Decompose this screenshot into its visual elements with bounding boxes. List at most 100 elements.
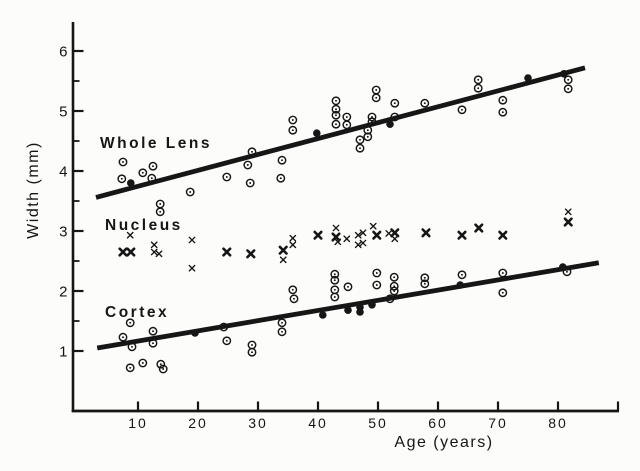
cortex-point-dot — [152, 342, 154, 345]
cortex-point — [319, 311, 327, 319]
whole-lens-point-dot — [366, 135, 369, 138]
whole-lens-point-dot — [423, 102, 426, 105]
x-tick-label: 70 — [488, 415, 508, 431]
whole-lens-point-dot — [359, 138, 361, 141]
whole-lens-point — [342, 120, 352, 130]
whole-lens-point-dot — [393, 102, 396, 105]
cortex-point-dot — [281, 321, 283, 324]
cortex-point-dot — [129, 366, 132, 369]
cortex-point — [372, 280, 382, 290]
x-tick-label: 20 — [188, 415, 208, 431]
nucleus-point — [359, 239, 367, 247]
whole-lens-point-dot — [189, 191, 192, 193]
cortex-point-dot — [122, 336, 124, 339]
cortex-point — [368, 301, 376, 309]
cortex-point — [330, 292, 340, 302]
nucleus-point — [150, 241, 158, 249]
whole-lens-point — [117, 174, 127, 184]
whole-lens-point — [147, 173, 157, 183]
cortex-point — [222, 336, 232, 346]
whole-lens-point-dot — [477, 78, 480, 81]
cortex-point-dot — [159, 363, 162, 366]
whole-lens-point-dot — [501, 111, 504, 114]
whole-lens-point-dot — [359, 147, 361, 150]
cortex-point-dot — [162, 368, 165, 370]
whole-lens-point-dot — [335, 123, 337, 126]
cortex-point-dot — [375, 284, 378, 286]
whole-lens-point-dot — [120, 177, 123, 180]
whole-lens-point — [148, 161, 158, 171]
cortex-point-dot — [393, 290, 396, 292]
whole-lens-point — [457, 105, 467, 115]
cortex-point — [420, 279, 430, 289]
nucleus-point — [126, 231, 134, 239]
cortex-point-dot — [251, 351, 253, 354]
cortex-point — [343, 282, 353, 292]
cortex-point-dot — [141, 362, 144, 364]
whole-lens-point-dot — [375, 96, 378, 99]
whole-lens-point-dot — [279, 177, 282, 180]
y-tick-label: 3 — [59, 224, 69, 241]
whole-lens-point — [563, 84, 573, 94]
whole-lens-point-dot — [249, 182, 252, 184]
whole-lens-point — [243, 160, 253, 170]
whole-lens-point-dot — [246, 164, 249, 166]
nucleus-point — [246, 249, 256, 259]
whole-lens-point-dot — [335, 108, 337, 111]
cortex-point — [389, 286, 399, 296]
cortex-point-dot — [291, 288, 294, 291]
cortex-point-dot — [423, 282, 426, 285]
cortex-point-dot — [333, 279, 336, 282]
cortex-point — [420, 273, 430, 283]
whole-lens-point-dot — [225, 176, 228, 178]
whole-lens-point-dot — [567, 78, 570, 81]
whole-lens-point — [355, 143, 365, 153]
cortex-point-dot — [389, 297, 391, 300]
nucleus-point — [457, 230, 467, 240]
cortex-point — [385, 294, 395, 304]
whole-lens-point — [277, 155, 287, 165]
whole-lens-point — [473, 83, 483, 93]
cortex-point — [148, 338, 158, 348]
nucleus-point — [188, 264, 196, 272]
nucleus-point — [126, 247, 136, 257]
cortex-point — [562, 267, 572, 277]
y-tick-label: 1 — [59, 344, 69, 361]
cortex-point — [219, 322, 229, 332]
nucleus-point — [278, 245, 288, 255]
cortex-point — [127, 342, 137, 352]
x-tick-label: 80 — [548, 415, 568, 431]
whole-lens-point-dot — [393, 116, 396, 118]
cortex-point — [125, 363, 135, 373]
cortex-point-dot — [222, 326, 225, 328]
whole-lens-point — [367, 117, 377, 127]
series-label-nucleus: Nucleus — [105, 217, 183, 234]
whole-lens-point-dot — [291, 119, 294, 121]
whole-lens-point — [524, 74, 532, 82]
nucleus-point — [118, 247, 128, 257]
nucleus-point — [222, 247, 232, 257]
cortex-point — [498, 288, 508, 298]
cortex-point-dot — [566, 270, 568, 273]
y-tick-label: 6 — [59, 44, 69, 61]
whole-lens-point-dot — [152, 165, 154, 168]
cortex-point — [344, 306, 352, 315]
whole-lens-point — [313, 129, 321, 137]
nucleus-point — [155, 250, 163, 258]
whole-lens-point — [276, 173, 286, 183]
cortex-point-dot — [393, 276, 396, 279]
whole-lens-point-dot — [159, 203, 162, 205]
whole-lens-point — [288, 125, 298, 135]
x-tick-label: 10 — [128, 415, 148, 431]
cortex-point — [356, 308, 364, 316]
whole-lens-point-dot — [150, 177, 153, 180]
nucleus-point — [332, 224, 340, 232]
cortex-point — [372, 268, 382, 278]
nucleus-point — [354, 241, 362, 249]
whole-lens-point — [473, 75, 483, 85]
cortex-point — [138, 358, 148, 368]
cortex-point-dot — [152, 330, 154, 333]
nucleus-point — [385, 230, 393, 237]
nucleus-point — [369, 222, 377, 230]
